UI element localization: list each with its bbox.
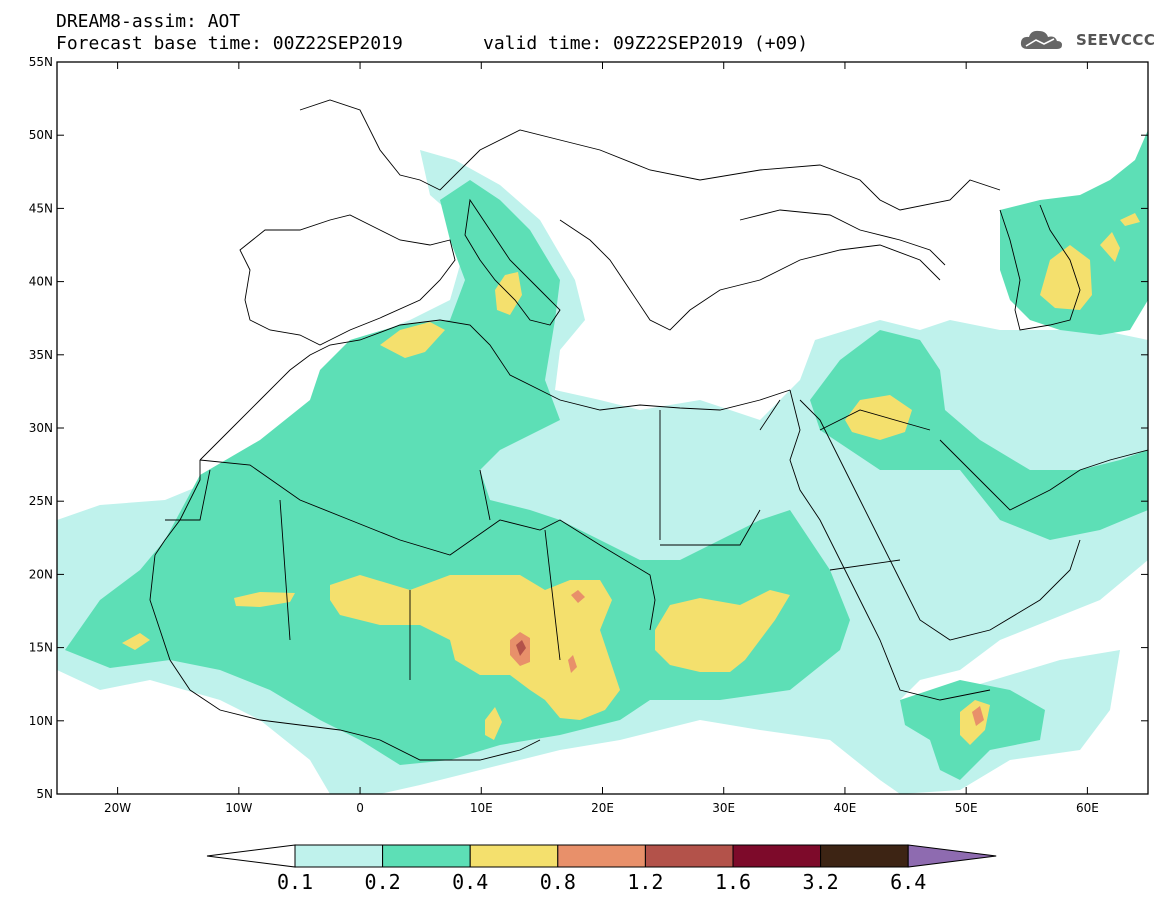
colorbar-swatch [557, 844, 646, 868]
lon-label: 20W [104, 801, 131, 815]
lon-label: 10W [225, 801, 252, 815]
aot-contour-0.4-north [1120, 213, 1140, 226]
coastlines-borders [149, 99, 1148, 761]
lat-label: 5N [36, 787, 53, 801]
colorbar-level-label: 3.2 [802, 870, 839, 894]
arabia-west-coast [799, 399, 1081, 641]
aot-contour-0.2 [65, 180, 850, 765]
gulf-of-guinea-coast [149, 554, 541, 761]
colorbar-swatch [382, 844, 471, 868]
aot-contour-0.8-chad-north [571, 590, 585, 603]
colorbar-swatch [820, 844, 909, 868]
cloud-icon [1020, 30, 1062, 49]
lat-label: 35N [29, 348, 53, 362]
lon-label: 50E [955, 801, 978, 815]
aot-contour-0.4-mauritania [234, 592, 295, 607]
colorbar-level-label: 0.2 [364, 870, 401, 894]
aot-contour-0.2-caspian [1000, 130, 1148, 335]
logo-text: SEEVCCC [1076, 31, 1156, 49]
lat-label: 30N [29, 421, 53, 435]
lat-label: 55N [29, 55, 53, 69]
colorbar-swatch [469, 844, 559, 868]
aot-contour-1.2-lake-chad [516, 640, 526, 656]
aot-contour-0.4-algeria [380, 322, 445, 358]
colorbar [206, 844, 997, 868]
egypt-libya-borders [659, 399, 931, 540]
forecast-base-time: Forecast base time: 00Z22SEP2019 [56, 33, 403, 54]
italy-coast [464, 198, 561, 326]
iberia-coast [239, 214, 456, 346]
persian-gulf-coast [939, 439, 1148, 511]
black-sea-coast [739, 209, 946, 266]
lon-label: 60E [1076, 801, 1099, 815]
interior-borders [165, 469, 901, 680]
aot-contour-0.4-iraq [845, 395, 912, 440]
lat-label: 25N [29, 494, 53, 508]
seevccc-logo: SEEVCCC [1018, 26, 1155, 54]
valid-time: valid time: 09Z22SEP2019 (+09) [483, 33, 809, 54]
colorbar-under-triangle [206, 844, 296, 868]
north-africa-coast [199, 319, 791, 461]
lon-label: 10E [470, 801, 493, 815]
colorbar-swatch [644, 844, 734, 868]
aot-field [57, 130, 1148, 794]
colorbar-swatch [732, 844, 822, 868]
aot-contour-0.8-somalia [972, 706, 984, 726]
aot-contour-0.4-nigeria [485, 707, 502, 740]
colorbar-level-label: 1.6 [714, 870, 752, 894]
caspian-coast [999, 204, 1081, 331]
lat-label: 10N [29, 714, 53, 728]
lat-label: 40N [29, 275, 53, 289]
lon-label: 0 [356, 801, 364, 815]
aot-contour-0.4 [330, 575, 620, 720]
europe-coast [299, 99, 1001, 211]
aot-contour-0.4-caspian-east [1100, 232, 1120, 262]
lon-label: 20E [591, 801, 614, 815]
colorbar-over-triangle [907, 844, 997, 868]
red-sea-west-coast [789, 389, 991, 701]
colorbar-level-label: 0.4 [452, 870, 489, 894]
map-axes: 5N 10N 15N 20N 25N 30N 35N 40N 45N 50N 55N 20W 10W 0 1… [29, 55, 1148, 815]
aot-contour-0.2-iraq [810, 330, 1148, 540]
lon-label: 30E [712, 801, 735, 815]
colorbar-level-label: 1.2 [627, 870, 664, 894]
colorbar-level-label: 0.1 [276, 870, 314, 894]
lat-label: 15N [29, 641, 53, 655]
balkans-turkey-coast [559, 219, 941, 331]
lat-label: 45N [29, 201, 53, 215]
aot-contour-0.8-chad-south [568, 655, 577, 673]
lat-label: 20N [29, 567, 53, 581]
lon-label: 40E [834, 801, 857, 815]
colorbar-level-label: 0.8 [539, 870, 576, 894]
colorbar-swatch [294, 844, 384, 868]
map-title: DREAM8-assim: AOT [56, 11, 241, 32]
aot-contour-0.4-sudan [655, 590, 790, 672]
colorbar-level-label: 6.4 [890, 870, 927, 894]
aot-contour-0.4-senegal [122, 633, 150, 650]
lat-label: 50N [29, 128, 53, 142]
sahara-borders [199, 459, 656, 631]
